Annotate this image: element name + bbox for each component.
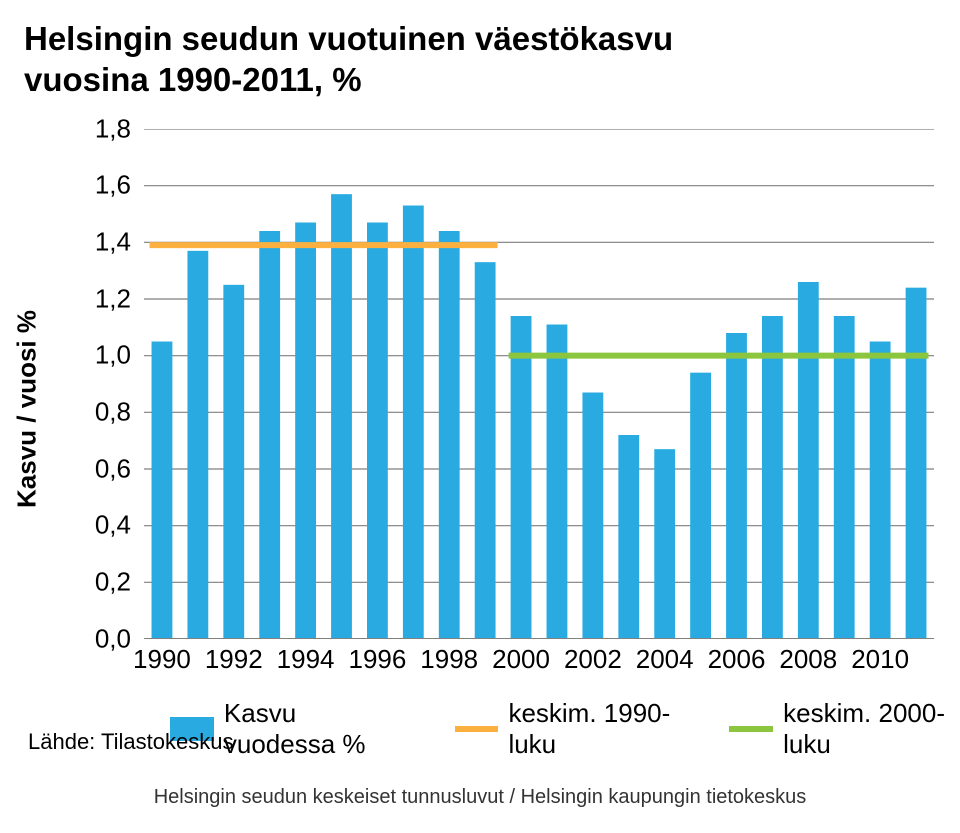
bar (403, 205, 424, 639)
y-tick-labels: 0,00,20,40,60,81,01,21,41,61,8 (39, 129, 139, 639)
legend-swatch-avg1 (455, 726, 499, 732)
bars (152, 194, 927, 639)
source-label: Lähde: Tilastokeskus (28, 729, 233, 755)
title-line-1: Helsingin seudun vuotuinen väestökasvu (24, 20, 673, 57)
bar (870, 341, 891, 639)
bar (475, 262, 496, 639)
legend-avg2-label: keskim. 2000-luku (783, 698, 960, 760)
y-tick-label: 1,6 (61, 170, 131, 201)
x-tick-label: 1990 (133, 644, 191, 675)
x-tick-label: 1992 (205, 644, 263, 675)
bar (690, 372, 711, 638)
bar (439, 231, 460, 639)
y-axis-label: Kasvu / vuosi % (12, 310, 43, 508)
bar (834, 316, 855, 639)
bar (295, 222, 316, 639)
legend-avg1-label: keskim. 1990-luku (508, 698, 685, 760)
bar (152, 341, 173, 639)
legend-bar-label: Kasvu vuodessa % (224, 698, 411, 760)
bar (547, 324, 568, 639)
x-tick-label: 2008 (779, 644, 837, 675)
bar (367, 222, 388, 639)
y-tick-label: 0,2 (61, 566, 131, 597)
bar (511, 316, 532, 639)
x-tick-label: 1998 (420, 644, 478, 675)
y-tick-label: 1,4 (61, 226, 131, 257)
x-tick-label: 1996 (348, 644, 406, 675)
chart-container: Kasvu / vuosi % 0,00,20,40,60,81,01,21,4… (39, 129, 934, 689)
plot-area (144, 129, 934, 639)
bar (618, 435, 639, 639)
x-tick-label: 2006 (708, 644, 766, 675)
bar (798, 282, 819, 639)
y-tick-label: 0,0 (61, 623, 131, 654)
y-tick-label: 1,0 (61, 340, 131, 371)
bar (223, 284, 244, 638)
x-tick-labels: 1990199219941996199820002002200420062008… (144, 644, 934, 684)
bar (331, 194, 352, 639)
y-tick-label: 1,8 (61, 113, 131, 144)
chart-svg (144, 129, 934, 639)
x-tick-label: 2010 (851, 644, 909, 675)
legend-item-avg2: keskim. 2000-luku (729, 698, 960, 760)
bar (654, 449, 675, 639)
legend: Kasvu vuodessa % keskim. 1990-luku keski… (170, 709, 960, 749)
title-line-2: vuosina 1990-2011, % (24, 61, 362, 98)
bar (726, 333, 747, 639)
y-tick-label: 0,4 (61, 510, 131, 541)
x-tick-label: 2000 (492, 644, 550, 675)
x-tick-label: 2002 (564, 644, 622, 675)
slide: Helsingin seudun vuotuinen väestökasvu v… (0, 0, 960, 833)
x-tick-label: 1994 (277, 644, 335, 675)
bar (259, 231, 280, 639)
y-tick-label: 0,8 (61, 396, 131, 427)
footer-text: Helsingin seudun keskeiset tunnusluvut /… (0, 786, 960, 809)
legend-item-avg1: keskim. 1990-luku (455, 698, 686, 760)
chart-title: Helsingin seudun vuotuinen väestökasvu v… (24, 18, 936, 101)
y-tick-label: 0,6 (61, 453, 131, 484)
bar (582, 392, 603, 639)
bar (906, 287, 927, 638)
bar (762, 316, 783, 639)
legend-swatch-avg2 (729, 726, 773, 732)
y-tick-label: 1,2 (61, 283, 131, 314)
x-tick-label: 2004 (636, 644, 694, 675)
bar (187, 250, 208, 638)
